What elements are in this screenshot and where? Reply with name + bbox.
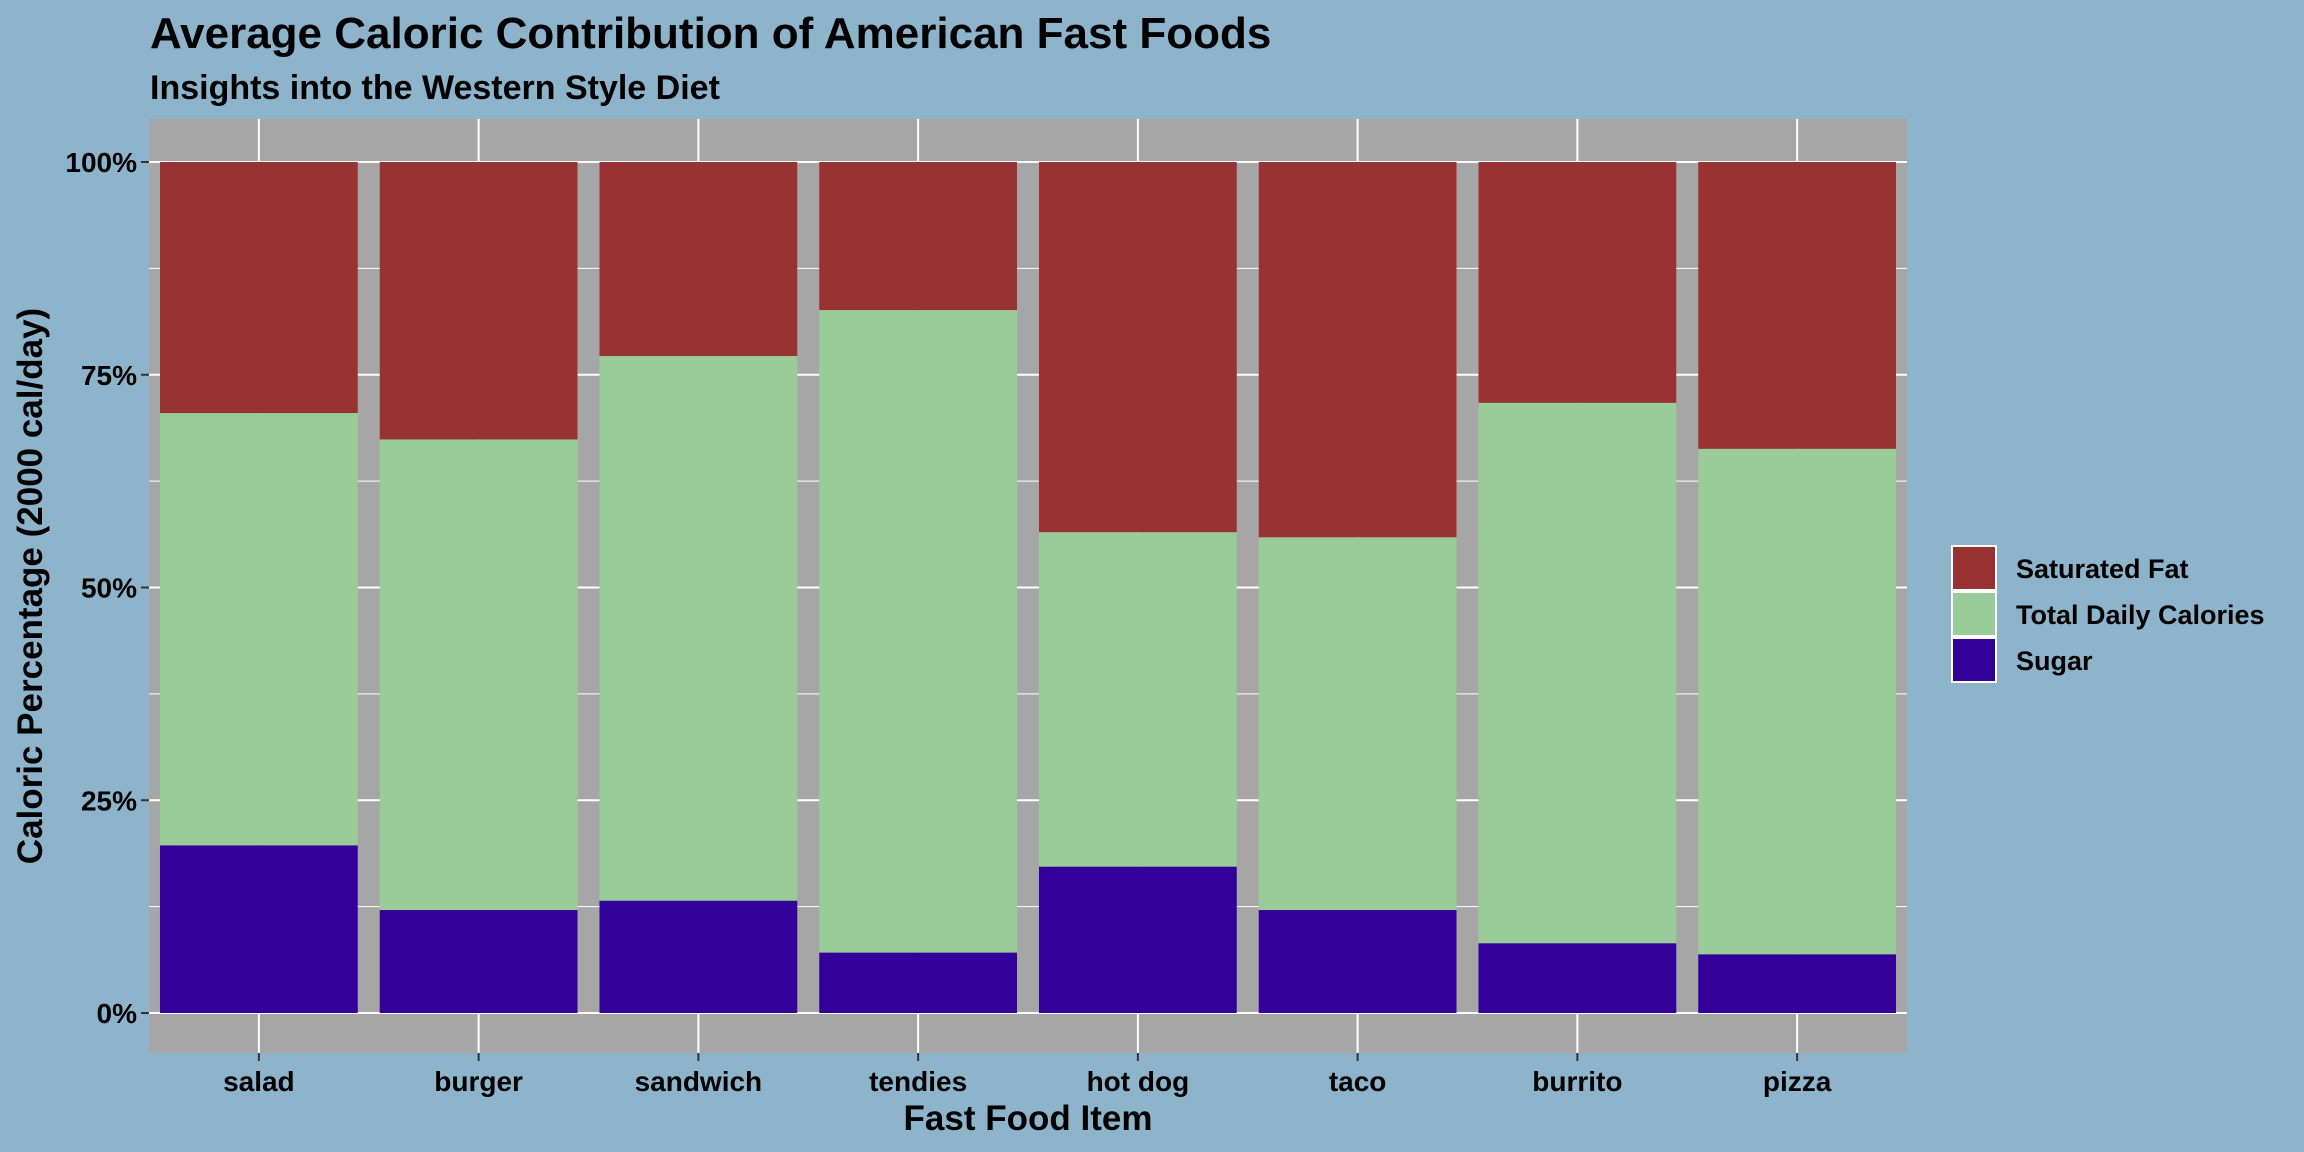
x-tick-label: tendies [869,1066,967,1097]
x-tick-label: taco [1329,1066,1387,1097]
bar-total-daily-calories-burrito [1478,402,1677,944]
x-tick-label: pizza [1763,1066,1832,1097]
bar-sugar-tendies [819,952,1018,1013]
legend-key-sugar [1951,637,1997,683]
bar-sugar-hot-dog [1038,866,1237,1013]
chart-subtitle: Insights into the Western Style Diet [150,69,720,107]
bars [159,162,1897,1013]
bar-total-daily-calories-hot-dog [1038,532,1237,867]
y-tick-label: 100% [65,147,137,178]
bar-saturated-fat-taco [1258,162,1457,538]
legend: Saturated Fat Total Daily Calories Sugar [1951,545,2265,683]
bar-sugar-pizza [1698,954,1897,1013]
y-tick-label: 50% [81,573,137,604]
bar-total-daily-calories-taco [1258,537,1457,911]
bar-sugar-salad [159,845,358,1013]
y-tick-label: 25% [81,785,137,816]
x-axis-ticks: salad burger sandwich tendies hot dog taco bur… [223,1053,1832,1097]
chart-title: Average Caloric Contribution of American… [150,9,1271,58]
bar-saturated-fat-pizza [1698,162,1897,449]
y-tick-label: 0% [97,998,138,1029]
legend-key-total-daily-calories [1951,591,1997,637]
x-tick-label: hot dog [1087,1066,1190,1097]
x-tick-label: burrito [1532,1066,1622,1097]
legend-key-saturated-fat [1951,545,1997,591]
bar-saturated-fat-sandwich [599,162,798,357]
bar-sugar-burger [379,910,578,1013]
legend-label: Saturated Fat [2016,554,2189,584]
bar-sugar-burrito [1478,943,1677,1013]
bar-sugar-sandwich [599,900,798,1013]
x-tick-label: burger [434,1066,523,1097]
bar-total-daily-calories-pizza [1698,448,1897,955]
y-axis-ticks: 0% 25% 50% 75% 100% [65,147,149,1029]
bar-total-daily-calories-burger [379,439,578,911]
legend-label: Total Daily Calories [2016,600,2265,630]
bar-sugar-taco [1258,910,1457,1013]
bar-saturated-fat-hot-dog [1038,162,1237,533]
x-tick-label: sandwich [635,1066,763,1097]
bar-saturated-fat-burger [379,162,578,440]
bar-total-daily-calories-sandwich [599,356,798,901]
y-tick-label: 75% [81,360,137,391]
bar-saturated-fat-burrito [1478,162,1677,403]
bar-saturated-fat-tendies [819,162,1018,311]
bar-total-daily-calories-salad [159,413,358,846]
legend-label: Sugar [2016,646,2093,676]
x-tick-label: salad [223,1066,295,1097]
y-axis-title: Caloric Percentage (2000 cal/day) [11,308,50,864]
bar-total-daily-calories-tendies [819,310,1018,953]
x-axis-title: Fast Food Item [904,1099,1153,1138]
bar-saturated-fat-salad [159,162,358,414]
